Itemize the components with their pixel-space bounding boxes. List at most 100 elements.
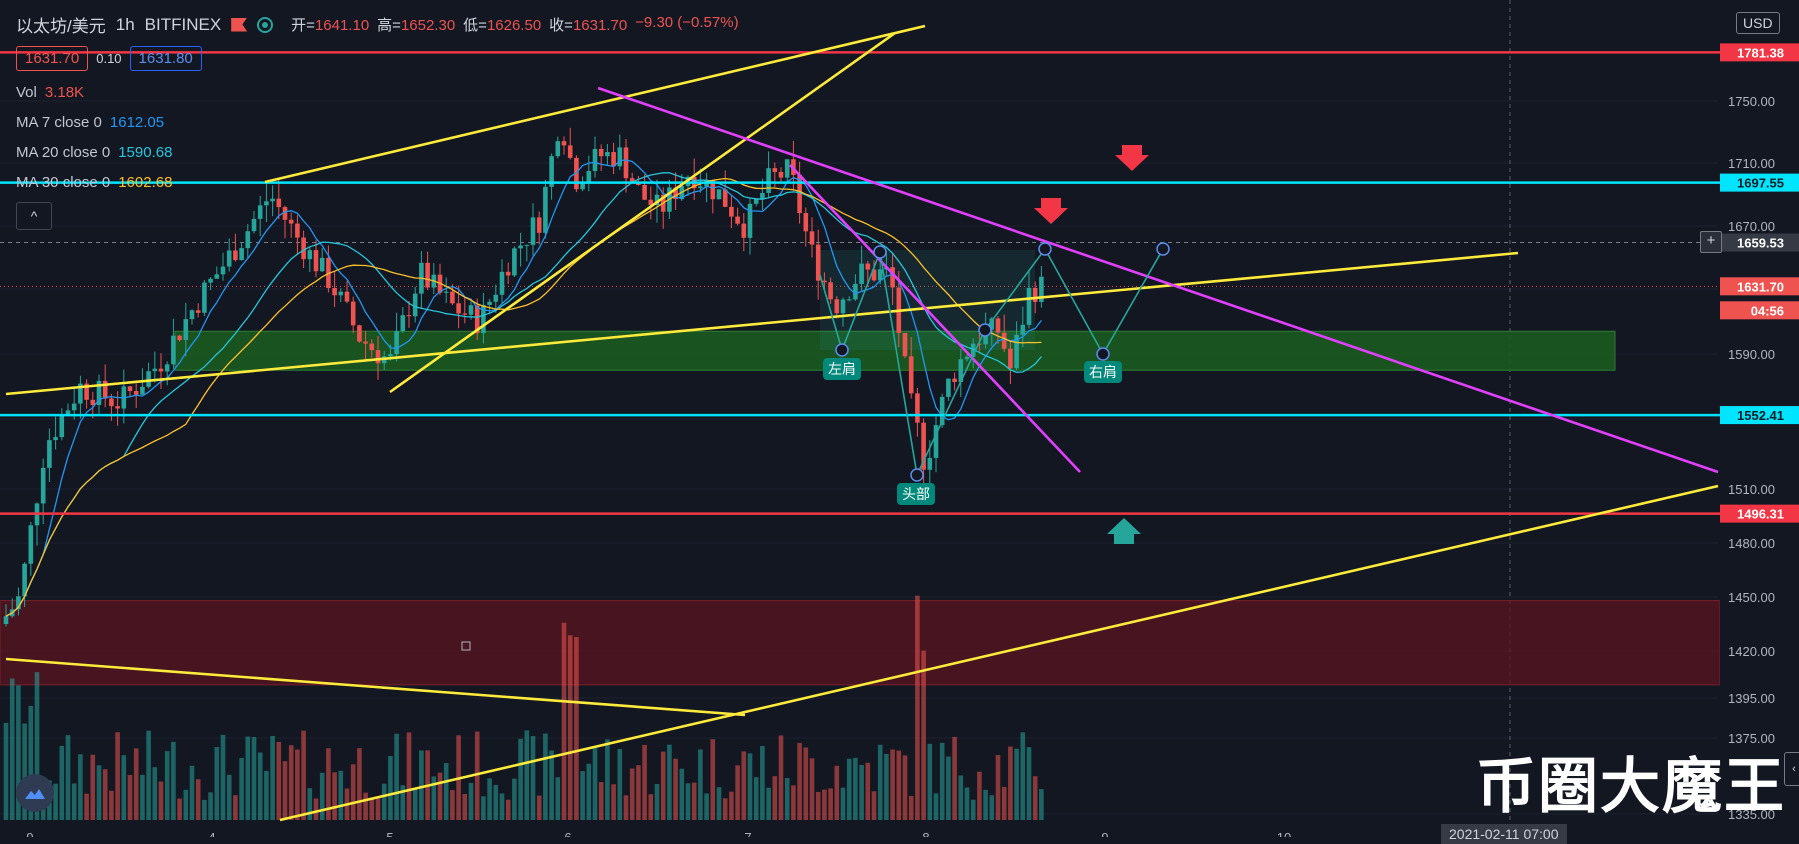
symbol-name[interactable]: 以太坊/美元 (16, 17, 106, 36)
pattern-path (819, 247, 1164, 478)
volume-bar (605, 739, 610, 820)
volume-bar (468, 782, 474, 820)
high-label: 高= (377, 17, 401, 34)
trend-line (5, 657, 746, 717)
time-tick-label: 9 (1101, 830, 1108, 837)
candle-body (28, 525, 34, 564)
candle-body (946, 378, 951, 397)
volume-bar (840, 787, 846, 820)
candle-body (549, 156, 554, 187)
market-status-icon (257, 16, 274, 33)
volume-bar (264, 770, 269, 820)
candle-body (127, 386, 133, 391)
time-tick-label: 9 (26, 830, 33, 837)
candle-body (288, 219, 294, 224)
volume-bar (195, 779, 201, 820)
volume-bar (543, 733, 548, 820)
candle-body (983, 329, 988, 345)
price-tick-label: 1670.00 (1728, 219, 1775, 234)
volume-bar (580, 771, 585, 820)
pattern-label-bg (1084, 361, 1122, 383)
candle-body (78, 383, 83, 404)
currency-button[interactable]: USD (1736, 12, 1780, 34)
indicator-ma7[interactable]: MA 7 close 0 1612.05 (16, 114, 164, 131)
volume-bar (939, 742, 945, 820)
ma20-line (5, 172, 1042, 617)
candle-body (146, 371, 151, 387)
candle-body (760, 192, 765, 200)
volume-bar (636, 765, 641, 820)
candle-body (338, 291, 344, 296)
candle-body (115, 406, 120, 409)
candle-body (474, 305, 480, 334)
low-value: 1626.50 (486, 17, 542, 34)
volume-bar (65, 735, 71, 820)
candle-body (133, 390, 139, 395)
marker-icon (461, 641, 471, 651)
volume-bar (617, 749, 623, 820)
volume-bar (908, 795, 914, 820)
collapse-indicators-button[interactable]: ^ (16, 202, 52, 230)
candle-body (648, 199, 654, 206)
pattern-label-bg (897, 483, 935, 505)
candle-body (264, 201, 269, 206)
volume-bar (127, 774, 133, 820)
volume-bar (270, 735, 275, 820)
volume-bar (84, 793, 89, 820)
add-alert-button[interactable]: + (1700, 231, 1722, 253)
indicator-name: Vol (16, 84, 37, 101)
volume-bar (319, 772, 325, 820)
candle-body (927, 457, 933, 470)
volume-bar (983, 789, 988, 820)
candle-body (530, 217, 536, 245)
candle-body (778, 171, 784, 178)
candle-body (902, 332, 908, 357)
buy-button[interactable]: 1631.80 (129, 46, 202, 71)
candle-body (970, 343, 976, 357)
volume-bar (710, 739, 716, 820)
candle-body (214, 274, 220, 279)
volume-bar (28, 705, 34, 820)
volume-bar (846, 758, 852, 820)
volume-bar (1032, 776, 1038, 820)
volume-bar (946, 756, 951, 820)
volume-bar (964, 787, 970, 820)
candle-body (846, 299, 852, 301)
candle-body (425, 262, 430, 288)
volume-bar (164, 751, 170, 820)
candle-body (251, 218, 257, 232)
tradingview-logo-icon[interactable] (16, 774, 54, 812)
price-tag-label: 1781.38 (1737, 45, 1784, 60)
indicator-name: MA 30 close 0 (16, 174, 111, 191)
candle-body (307, 250, 313, 260)
volume-bars (3, 595, 1044, 820)
candle-body (995, 318, 1001, 333)
volume-bar (301, 730, 306, 820)
close-value: 1631.70 (572, 17, 628, 34)
candle-body (735, 216, 740, 224)
volume-bar (16, 685, 21, 820)
volume-bar (437, 772, 443, 820)
candle-body (939, 396, 945, 426)
candle-body (623, 147, 629, 179)
indicator-ma20[interactable]: MA 20 close 0 1590.68 (16, 144, 172, 161)
volume-bar (34, 672, 40, 820)
indicator-ma30[interactable]: MA 30 close 0 1602.68 (16, 174, 172, 191)
sell-button[interactable]: 1631.70 (16, 46, 89, 71)
price-tag-label: 1552.41 (1737, 408, 1784, 423)
volume-bar (146, 730, 151, 820)
flag-icon[interactable] (231, 17, 248, 32)
price-tag (1720, 504, 1799, 523)
candle-body (202, 282, 207, 313)
interval[interactable]: 1h (115, 14, 135, 34)
candle-body (921, 422, 926, 470)
trend-drawings (5, 24, 1719, 822)
price-tick-label: 1450.00 (1728, 590, 1775, 605)
pattern-node (978, 323, 992, 337)
indicator-vol[interactable]: Vol 3.18K (16, 84, 84, 101)
bid-ask-row: 1631.70 0.10 1631.80 (16, 46, 202, 71)
scroll-right-icon[interactable]: ‹ (1784, 752, 1799, 786)
pattern-node (1096, 347, 1110, 361)
